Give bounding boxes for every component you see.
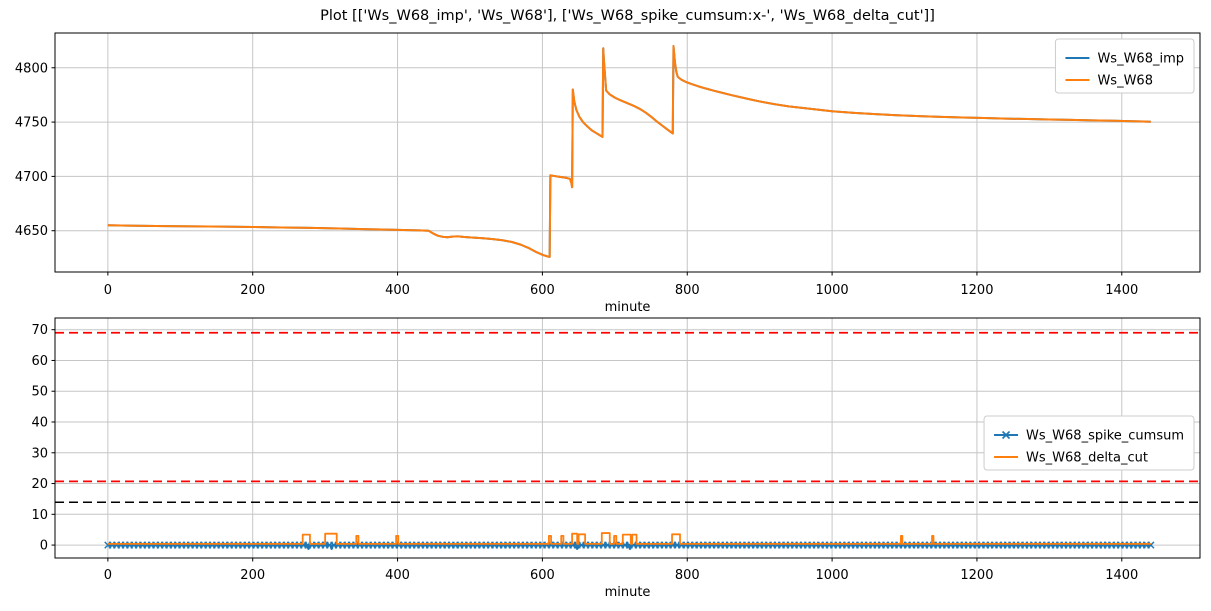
axes-frame-0 <box>54 32 1201 273</box>
svg-text:800: 800 <box>675 568 700 583</box>
chart-1: 0 200 400 600 800 1000 1200 1400 0 10 20 30 40 50 60 70… <box>31 317 1201 600</box>
series-Ws_W68_spike_cumsum-markers <box>104 541 1155 549</box>
figure-title: Plot [['Ws_W68_imp', 'Ws_W68'], ['Ws_W68… <box>320 8 935 24</box>
legend-1: Ws_W68_spike_cumsum Ws_W68_delta_cut <box>983 415 1195 471</box>
svg-text:200: 200 <box>240 283 265 298</box>
legend-label-Ws_W68: Ws_W68 <box>1097 74 1153 89</box>
svg-text:70: 70 <box>31 323 48 338</box>
svg-text:20: 20 <box>31 477 48 492</box>
axes-frame-1 <box>54 317 1201 559</box>
grid-0 <box>55 33 1200 272</box>
x-axis-label-1: minute <box>605 585 651 600</box>
svg-text:600: 600 <box>530 568 555 583</box>
svg-text:10: 10 <box>31 508 48 523</box>
chart-0: 0 200 400 600 800 1000 1200 1400 4650 4700 4750 480… <box>15 32 1201 315</box>
svg-text:30: 30 <box>31 446 48 461</box>
legend-x-marker-icon <box>1001 430 1011 440</box>
svg-text:1200: 1200 <box>960 568 993 583</box>
svg-text:4650: 4650 <box>15 224 48 239</box>
svg-text:1000: 1000 <box>816 568 849 583</box>
x-axis-label-0: minute <box>605 300 651 315</box>
svg-text:4700: 4700 <box>15 170 48 185</box>
legend-0: Ws_W68_imp Ws_W68 <box>1054 38 1195 94</box>
svg-text:1400: 1400 <box>1105 283 1138 298</box>
svg-text:200: 200 <box>240 568 265 583</box>
svg-text:800: 800 <box>675 283 700 298</box>
svg-text:50: 50 <box>31 385 48 400</box>
ticks-1: 0 200 400 600 800 1000 1200 1400 0 10 20 30 40 50 60 70 <box>31 323 1138 583</box>
ticks-0: 0 200 400 600 800 1000 1200 1400 4650 4700 4750 480… <box>15 61 1138 298</box>
series-Ws_W68-line <box>107 45 1151 258</box>
svg-text:0: 0 <box>104 568 112 583</box>
svg-text:1000: 1000 <box>816 283 849 298</box>
legend-label-Ws_W68_delta_cut: Ws_W68_delta_cut <box>1026 451 1148 466</box>
svg-text:600: 600 <box>530 283 555 298</box>
svg-text:4750: 4750 <box>15 116 48 131</box>
svg-text:0: 0 <box>40 539 48 554</box>
svg-text:0: 0 <box>104 283 112 298</box>
svg-text:4800: 4800 <box>15 61 48 76</box>
legend-label-Ws_W68_spike_cumsum: Ws_W68_spike_cumsum <box>1026 429 1184 444</box>
series-Ws_W68_imp-line <box>107 45 1151 258</box>
svg-text:60: 60 <box>31 354 48 369</box>
legend-label-Ws_W68_imp: Ws_W68_imp <box>1097 52 1184 67</box>
svg-text:400: 400 <box>385 283 410 298</box>
series-Ws_W68_delta_cut-line <box>107 532 1151 545</box>
series-Ws_W68_spike_cumsum-line <box>107 543 1151 550</box>
svg-text:1200: 1200 <box>960 283 993 298</box>
svg-text:40: 40 <box>31 416 48 431</box>
svg-text:400: 400 <box>385 568 410 583</box>
svg-text:1400: 1400 <box>1105 568 1138 583</box>
